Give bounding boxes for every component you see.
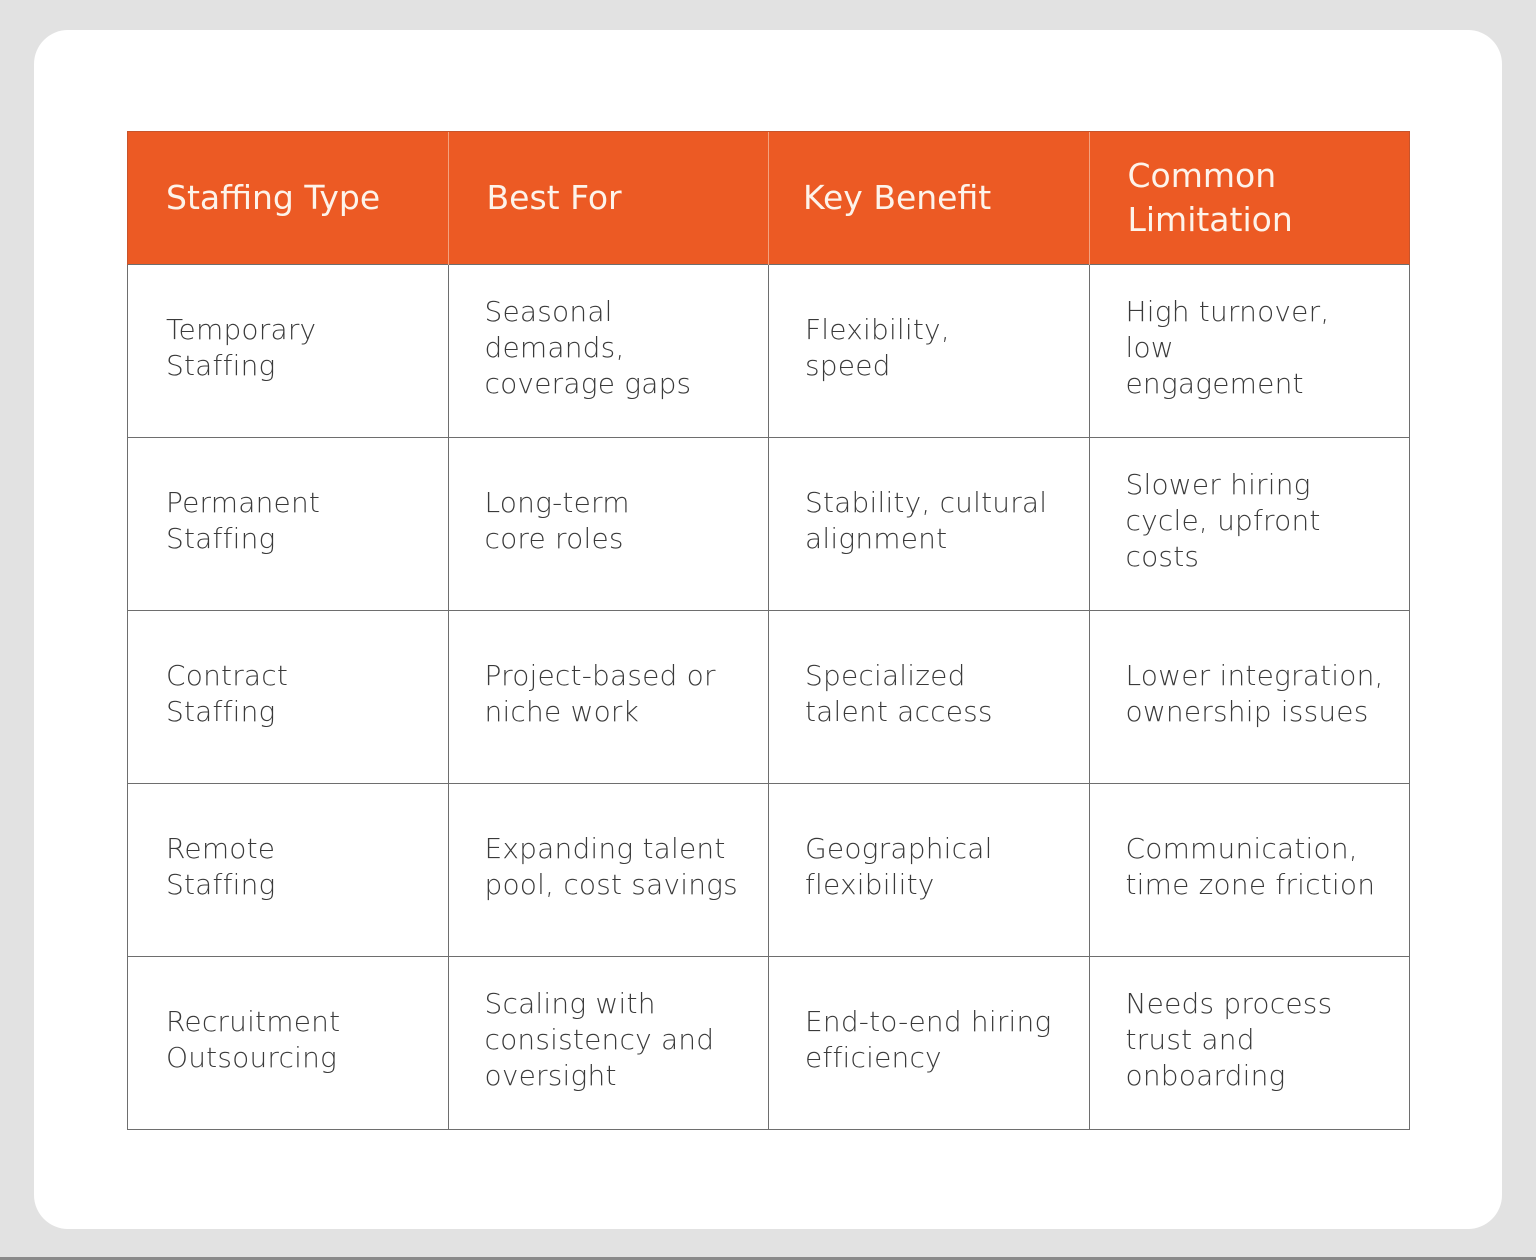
cell-key-benefit: Specialized talent access <box>768 610 1090 784</box>
cell-staffing-type: Temporary Staffing <box>127 264 449 438</box>
cell-best-for: Seasonal demands, coverage gaps <box>447 264 769 438</box>
header-staffing-type: Staffing Type <box>127 131 448 265</box>
cell-common-limitation: Slower hiring cycle, upfront costs <box>1088 437 1410 611</box>
cell-common-limitation: Needs process trust and onboarding <box>1088 956 1410 1130</box>
cell-best-for: Scaling with consistency and oversight <box>447 956 769 1130</box>
header-best-for: Best For <box>447 131 769 265</box>
cell-best-for: Long-term core roles <box>447 437 769 611</box>
cell-common-limitation: Lower integration, ownership issues <box>1088 610 1410 784</box>
cell-key-benefit: Flexibility, speed <box>768 264 1090 438</box>
cell-staffing-type: Recruitment Outsourcing <box>127 956 449 1130</box>
cell-best-for: Project-based or niche work <box>447 610 769 784</box>
cell-staffing-type: Contract Staffing <box>127 610 449 784</box>
table-row: Recruitment Outsourcing Scaling with con… <box>127 956 1410 1130</box>
table-header-row: Staffing Type Best For Key Benefit Commo… <box>127 131 1410 265</box>
table-row: Remote Staffing Expanding talent pool, c… <box>127 783 1410 957</box>
cell-staffing-type: Remote Staffing <box>127 783 449 957</box>
header-common-limitation: Common Limitation <box>1088 131 1410 265</box>
staffing-comparison-table: Staffing Type Best For Key Benefit Commo… <box>127 131 1410 1130</box>
cell-common-limitation: Communication, time zone friction <box>1088 783 1410 957</box>
table-row: Contract Staffing Project-based or niche… <box>127 610 1410 784</box>
header-key-benefit: Key Benefit <box>768 131 1089 265</box>
cell-key-benefit: Stability, cultural alignment <box>768 437 1090 611</box>
table-row: Temporary Staffing Seasonal demands, cov… <box>127 264 1410 438</box>
cell-key-benefit: End-to-end hiring efficiency <box>768 956 1090 1130</box>
bottom-divider <box>0 1257 1536 1260</box>
cell-key-benefit: Geographical flexibility <box>768 783 1090 957</box>
cell-staffing-type: Permanent Staffing <box>127 437 449 611</box>
cell-best-for: Expanding talent pool, cost savings <box>447 783 769 957</box>
table-row: Permanent Staffing Long-term core roles … <box>127 437 1410 611</box>
cell-common-limitation: High turnover, low engagement <box>1088 264 1410 438</box>
